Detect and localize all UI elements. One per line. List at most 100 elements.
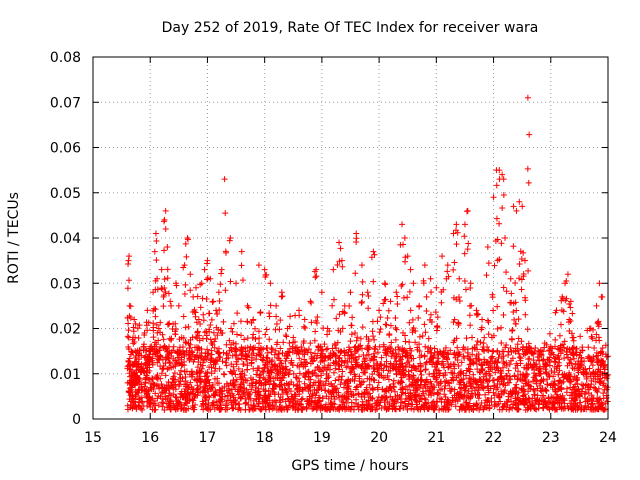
y-tick-label: 0.06	[50, 141, 81, 157]
data-point	[483, 370, 490, 377]
data-point	[214, 310, 221, 317]
data-point	[553, 406, 560, 413]
data-point	[552, 388, 559, 395]
data-point	[312, 328, 319, 335]
data-point	[366, 381, 373, 388]
data-point	[233, 376, 240, 383]
data-point	[279, 350, 286, 357]
data-point	[135, 356, 142, 363]
data-point	[157, 329, 164, 336]
data-point	[301, 316, 308, 323]
data-point	[428, 380, 435, 387]
data-point	[256, 379, 263, 386]
data-point	[461, 406, 468, 413]
data-point	[406, 288, 413, 295]
data-point	[206, 310, 213, 317]
data-point	[345, 383, 352, 390]
data-point	[203, 296, 210, 303]
data-point	[427, 358, 434, 365]
data-point	[190, 404, 197, 411]
data-point	[278, 406, 285, 413]
data-point	[229, 370, 236, 377]
data-point	[348, 403, 355, 410]
data-point	[594, 388, 601, 395]
data-point	[214, 348, 221, 355]
data-point	[396, 357, 403, 364]
data-point	[284, 406, 291, 413]
data-point	[199, 362, 206, 369]
data-point	[567, 304, 574, 311]
data-point	[164, 354, 171, 361]
data-point	[168, 302, 175, 309]
data-point	[168, 349, 175, 356]
data-point	[250, 331, 257, 338]
data-point	[245, 351, 252, 358]
data-point	[458, 403, 465, 410]
data-point	[475, 311, 482, 318]
data-point	[495, 354, 502, 361]
data-point	[370, 386, 377, 393]
data-point	[427, 350, 434, 357]
data-point	[467, 284, 474, 291]
data-point	[159, 356, 166, 363]
data-point	[183, 406, 190, 413]
data-point	[421, 321, 428, 328]
data-point	[418, 371, 425, 378]
data-point	[156, 385, 163, 392]
data-point	[496, 167, 503, 174]
data-point	[461, 221, 468, 228]
data-point	[216, 307, 223, 314]
data-point	[199, 295, 206, 302]
data-point	[188, 368, 195, 375]
data-point	[496, 351, 503, 358]
data-point	[590, 375, 597, 382]
data-point	[429, 386, 436, 393]
data-point	[390, 380, 397, 387]
data-point	[478, 324, 485, 331]
data-point	[330, 351, 337, 358]
data-point	[323, 401, 330, 408]
data-point	[165, 378, 172, 385]
data-point	[546, 406, 553, 413]
data-point	[469, 351, 476, 358]
data-point	[313, 387, 320, 394]
data-point	[200, 356, 207, 363]
data-point	[318, 354, 325, 361]
data-point	[588, 400, 595, 407]
data-point	[494, 365, 501, 372]
data-point	[300, 371, 307, 378]
data-point	[198, 280, 205, 287]
data-point	[392, 315, 399, 322]
data-point	[422, 343, 429, 350]
data-point	[595, 400, 602, 407]
data-point	[354, 383, 361, 390]
data-point	[370, 356, 377, 363]
x-tick-label: 20	[370, 430, 388, 446]
data-point	[152, 390, 159, 397]
data-point	[213, 398, 220, 405]
data-point	[423, 293, 430, 300]
data-point	[594, 359, 601, 366]
data-point	[378, 405, 385, 412]
data-point	[276, 397, 283, 404]
data-point	[462, 400, 469, 407]
data-point	[291, 338, 298, 345]
data-point	[382, 321, 389, 328]
data-point	[182, 240, 189, 247]
data-point	[186, 355, 193, 362]
data-point	[470, 359, 477, 366]
data-point	[161, 292, 168, 299]
data-point	[277, 377, 284, 384]
data-point	[307, 360, 314, 367]
data-point	[318, 386, 325, 393]
data-point	[352, 330, 359, 337]
data-point	[464, 246, 471, 253]
data-point	[257, 374, 264, 381]
data-point	[582, 389, 589, 396]
data-point	[494, 236, 501, 243]
data-point	[503, 288, 510, 295]
data-point	[166, 390, 173, 397]
data-point	[216, 365, 223, 372]
data-point	[277, 366, 284, 373]
data-point	[577, 333, 584, 340]
